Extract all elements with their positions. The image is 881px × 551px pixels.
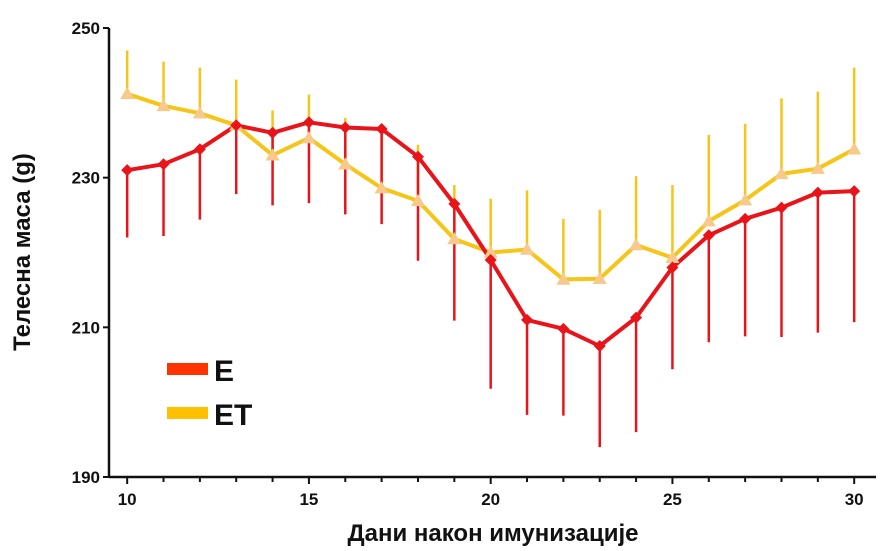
point-e [266, 126, 279, 139]
point-e [702, 229, 715, 242]
point-et [665, 250, 680, 263]
legend-label-et: ET [214, 399, 252, 432]
point-et [629, 238, 644, 251]
point-e [521, 313, 534, 326]
x-tick-label: 20 [481, 490, 500, 509]
y-tick-label: 210 [72, 318, 100, 337]
point-e [121, 164, 134, 177]
point-e [811, 186, 824, 199]
point-e [302, 116, 315, 129]
point-et [520, 242, 535, 255]
point-et [265, 148, 280, 161]
point-e [230, 119, 243, 132]
y-tick-label: 190 [72, 468, 100, 487]
x-tick-label: 25 [663, 490, 682, 509]
point-et [847, 142, 862, 155]
point-e [557, 322, 570, 335]
x-tick-label: 30 [845, 490, 864, 509]
point-et [774, 166, 789, 180]
point-e [484, 253, 497, 266]
point-e [666, 261, 679, 274]
point-et [120, 86, 135, 100]
point-e [739, 212, 752, 225]
point-et [374, 181, 389, 194]
x-tick-label: 10 [118, 490, 137, 509]
point-e [848, 185, 861, 198]
legend: E ET [167, 355, 252, 432]
point-e [448, 197, 461, 210]
legend-label-e: E [214, 355, 234, 388]
point-e [193, 143, 206, 156]
legend-swatch-et [167, 407, 208, 419]
point-et [338, 157, 353, 170]
y-tick-label: 230 [72, 169, 100, 188]
point-e [339, 121, 352, 134]
series-markers [120, 86, 862, 353]
point-e [593, 340, 606, 353]
point-et [810, 161, 825, 174]
point-e [775, 201, 788, 214]
x-axis-title: Дани након имунизације [348, 520, 639, 547]
point-et [701, 214, 716, 227]
point-et [301, 131, 316, 144]
point-et [156, 98, 171, 112]
legend-swatch-e [167, 363, 208, 375]
point-et [447, 232, 462, 245]
point-et [483, 245, 498, 258]
point-e [411, 150, 424, 163]
y-tick-label: 250 [72, 19, 100, 38]
point-e [630, 311, 643, 324]
point-et [192, 106, 207, 119]
x-tick-label: 15 [299, 490, 318, 509]
point-e [375, 123, 388, 136]
point-et [592, 271, 607, 284]
point-et [410, 193, 425, 207]
error-bars [125, 50, 856, 448]
ticks: 190 210 230 250 10 15 20 25 30 [72, 19, 864, 509]
point-et [738, 193, 753, 206]
y-axis-title: Телесна маса (g) [9, 153, 36, 351]
point-e [157, 158, 170, 171]
point-et [556, 272, 571, 285]
